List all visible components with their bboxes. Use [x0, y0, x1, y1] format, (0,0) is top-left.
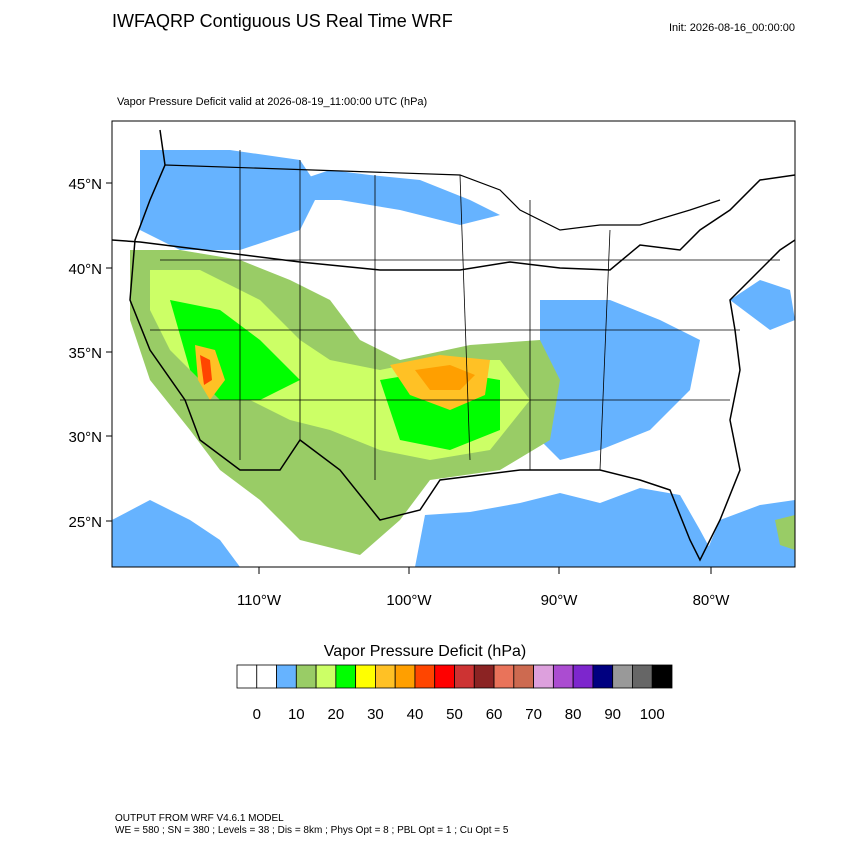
colorbar-box — [651, 664, 673, 689]
map-axes: 45°N 40°N 35°N 30°N 25°N 110°W 100°W 90°W 80°W — [68, 176, 730, 609]
colorbar-box — [632, 664, 653, 689]
colorbar-box — [493, 664, 515, 689]
colorbar-label: 50 — [446, 706, 463, 723]
colorbar-box — [612, 664, 633, 689]
colorbar-label: 20 — [328, 706, 345, 723]
lon-label: 100°W — [386, 592, 432, 609]
colorbar-box — [276, 664, 297, 689]
colorbar-label: 80 — [565, 706, 582, 723]
footer-line: WE = 580 ; SN = 380 ; Levels = 38 ; Dis … — [115, 825, 509, 836]
colorbar-title: Vapor Pressure Deficit (hPa) — [324, 643, 526, 660]
colorbar-box — [513, 664, 534, 689]
colorbar-label: 40 — [407, 706, 424, 723]
colorbar-label: 10 — [288, 706, 305, 723]
map — [111, 120, 796, 568]
colorbar-box — [414, 664, 436, 689]
footer-line: OUTPUT FROM WRF V4.6.1 MODEL — [115, 813, 284, 824]
colorbar-label: 0 — [253, 706, 261, 723]
colorbar-box — [375, 664, 396, 689]
colorbar-box — [236, 664, 258, 689]
colorbar-box — [315, 664, 337, 689]
colorbar-box — [572, 664, 594, 689]
colorbar-box — [552, 664, 574, 689]
lat-label: 30°N — [68, 429, 102, 446]
colorbar-box — [434, 664, 455, 689]
colorbar-box — [295, 664, 317, 689]
title: IWFAQRP Contiguous US Real Time WRF — [112, 11, 453, 31]
lat-label: 35°N — [68, 345, 102, 362]
colorbar-label: 30 — [367, 706, 384, 723]
colorbar: 0 10 20 30 40 50 60 70 80 90 100 — [236, 664, 673, 723]
colorbar-box — [256, 664, 277, 689]
colorbar-box — [454, 664, 475, 689]
colorbar-label: 100 — [640, 706, 665, 723]
colorbar-box — [473, 664, 495, 689]
colorbar-box — [533, 664, 554, 689]
lon-label: 80°W — [693, 592, 731, 609]
colorbar-label: 70 — [525, 706, 542, 723]
init-time: Init: 2026-08-16_00:00:00 — [669, 22, 795, 34]
lat-label: 45°N — [68, 176, 102, 193]
colorbar-box — [355, 664, 376, 689]
colorbar-box — [592, 664, 614, 689]
colorbar-label: 60 — [486, 706, 503, 723]
lon-label: 90°W — [541, 592, 579, 609]
colorbar-box — [394, 664, 416, 689]
colorbar-label: 90 — [604, 706, 621, 723]
lon-label: 110°W — [237, 592, 282, 609]
lat-label: 25°N — [68, 514, 102, 531]
colorbar-box — [335, 664, 357, 689]
lat-label: 40°N — [68, 261, 102, 278]
subtitle: Vapor Pressure Deficit valid at 2026-08-… — [117, 96, 427, 108]
